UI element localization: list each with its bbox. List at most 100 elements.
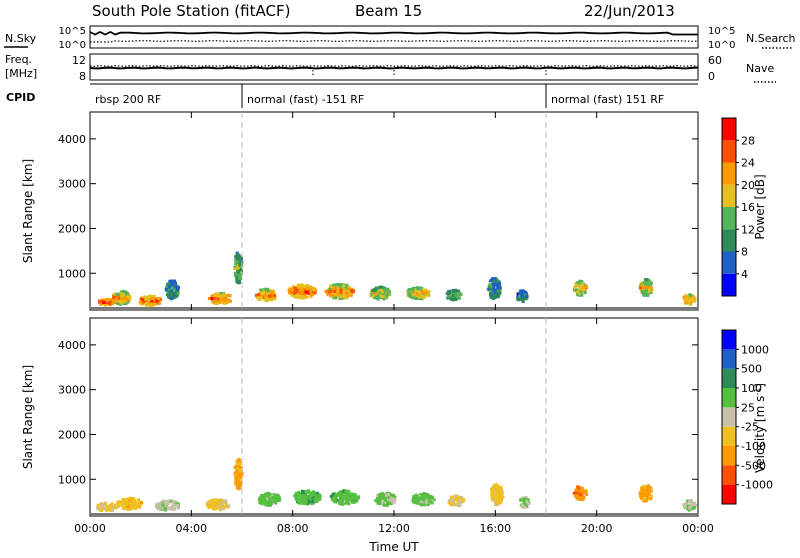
echo-cell — [309, 287, 313, 290]
echo-cell — [300, 500, 304, 504]
echo-cell — [305, 284, 309, 288]
echo-cell — [298, 292, 302, 295]
echo-cell — [333, 498, 337, 502]
echo-cell — [420, 297, 424, 301]
echo-cell — [174, 500, 178, 504]
echo-region — [519, 496, 531, 509]
echo-cell — [224, 501, 228, 505]
echo-cell — [213, 505, 217, 508]
echo-cell — [445, 291, 449, 295]
echo-cell — [525, 294, 528, 298]
colorbar-swatch — [722, 368, 736, 388]
power-panel: 1000 2000 3000 4000 Slant Range [km] 4 8 12 16… — [21, 111, 767, 311]
echo-cell — [311, 496, 315, 500]
echo-cell — [212, 498, 216, 502]
colorbar-tick-label: 1000 — [741, 343, 769, 356]
echo-cell — [120, 293, 123, 296]
echo-cell — [225, 504, 229, 508]
colorbar-swatch — [722, 484, 736, 504]
echo-cell — [222, 505, 225, 509]
echo-cell — [646, 494, 650, 498]
echo-cell — [173, 279, 176, 283]
echo-cell — [390, 493, 394, 497]
echo-region — [257, 491, 282, 507]
echo-cell — [237, 280, 241, 284]
echo-cell — [345, 501, 349, 505]
echo-cell — [648, 497, 652, 501]
echo-cell — [310, 291, 314, 295]
echo-cell — [686, 504, 690, 508]
echo-cell — [233, 267, 237, 271]
echo-cell — [385, 292, 389, 296]
echo-cell — [576, 281, 580, 284]
echo-cell — [686, 499, 690, 503]
frequency-panel: Freq. [MHz] 12 8 60 0 Nave — [5, 53, 776, 83]
echo-region — [255, 287, 277, 303]
echo-cell — [126, 505, 130, 509]
echo-cell — [115, 297, 119, 301]
echo-cell — [492, 489, 496, 493]
echo-cell — [335, 283, 339, 287]
power-plot-frame — [89, 111, 699, 311]
echo-cell — [311, 499, 315, 503]
echo-cell — [496, 491, 500, 495]
echo-cell — [488, 279, 492, 283]
echo-cell — [325, 292, 329, 296]
echo-cell — [303, 293, 307, 297]
echo-cell — [263, 502, 267, 506]
echo-cell — [411, 296, 415, 300]
echo-cell — [101, 298, 105, 302]
echo-cell — [158, 503, 162, 507]
echo-cell — [122, 293, 126, 297]
echo-cell — [308, 285, 312, 289]
echo-cell — [379, 285, 383, 289]
echo-cell — [341, 286, 345, 290]
echo-cell — [264, 296, 268, 300]
echo-cell — [98, 300, 102, 304]
echo-cell — [516, 297, 520, 301]
echo-cell — [303, 286, 307, 290]
echo-cell — [298, 283, 302, 287]
echo-cell — [495, 281, 499, 285]
echo-cell — [303, 497, 307, 501]
echo-cell — [310, 293, 314, 296]
echo-cell — [126, 507, 130, 511]
echo-cell — [288, 291, 292, 295]
echo-cell — [412, 293, 416, 297]
echo-cell — [311, 492, 315, 496]
echo-cell — [166, 501, 170, 505]
colorbar-tick-label: 8 — [741, 246, 748, 259]
echo-cell — [119, 301, 123, 305]
echo-cell — [411, 498, 415, 502]
echo-cell — [526, 498, 530, 502]
echo-cell — [218, 503, 221, 507]
echo-cell — [332, 296, 336, 300]
echo-cell — [276, 495, 280, 499]
echo-cell — [310, 502, 314, 506]
echo-cell — [303, 285, 307, 288]
date-label: 22/Jun/2013 — [584, 2, 675, 20]
echo-cell — [523, 497, 527, 501]
y-tick-label: 4000 — [58, 133, 86, 146]
echo-cell — [450, 495, 454, 499]
echo-cell — [300, 283, 304, 287]
echo-cell — [297, 295, 301, 299]
echo-cell — [645, 496, 649, 500]
echo-cell — [207, 297, 211, 300]
echo-cell — [127, 501, 131, 505]
echo-cell — [497, 498, 501, 502]
echo-cell — [293, 290, 297, 294]
echo-cell — [238, 255, 242, 259]
echo-cell — [576, 290, 580, 294]
echo-cell — [263, 294, 267, 298]
echo-cell — [235, 478, 239, 482]
y-tick-label: 3000 — [58, 178, 86, 191]
echo-cell — [427, 500, 431, 504]
echo-cell — [167, 499, 171, 503]
echo-cell — [293, 295, 297, 299]
echo-cell — [415, 292, 419, 296]
echo-cell — [305, 287, 309, 291]
echo-cell — [154, 503, 158, 507]
echo-cell — [349, 493, 353, 497]
echo-cell — [343, 293, 347, 297]
